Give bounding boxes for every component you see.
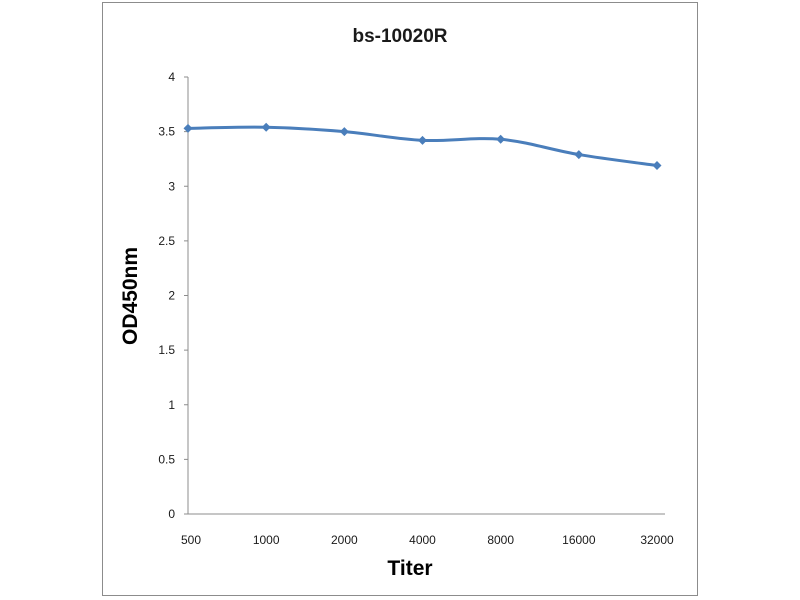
x-tick-label: 16000: [562, 533, 596, 547]
x-tick-labels: 500 1000 2000 4000 8000 16000 32000: [181, 533, 674, 547]
y-tick-label: 0: [168, 507, 175, 521]
y-tick-label: 3.5: [158, 125, 175, 139]
y-tick-label: 4: [168, 70, 175, 84]
chart-area: [102, 2, 698, 596]
data-point-marker: [574, 150, 584, 160]
data-point-marker: [652, 160, 662, 170]
axes: [187, 77, 665, 515]
x-tick-label: 1000: [253, 533, 280, 547]
y-tick-label: 1.5: [158, 343, 175, 357]
data-point-marker: [183, 123, 193, 133]
data-point-marker: [339, 127, 349, 137]
data-point-markers: [183, 122, 662, 170]
y-tick-labels: 0 0.5 1 1.5 2 2.5 3 3.5 4: [158, 70, 188, 521]
x-tick-label: 2000: [331, 533, 358, 547]
x-tick-label: 8000: [487, 533, 514, 547]
y-tick-label: 3: [168, 179, 175, 193]
series-line-layer: [186, 125, 659, 167]
y-tick-label: 2: [168, 289, 175, 303]
data-point-marker: [418, 135, 427, 145]
y-tick-label: 1: [168, 398, 175, 412]
y-axis-label: OD450nm: [119, 247, 142, 345]
chart-title: bs-10020R: [352, 26, 447, 47]
y-tick-label: 2.5: [158, 234, 175, 248]
x-axis-label: Titer: [387, 557, 432, 580]
x-tick-label: 500: [181, 533, 201, 547]
x-tick-label: 32000: [640, 533, 674, 547]
y-tick-label: 0.5: [158, 452, 175, 466]
data-point-marker: [496, 134, 506, 144]
data-point-marker: [261, 122, 271, 132]
series-line: [186, 125, 659, 167]
x-tick-label: 4000: [409, 533, 436, 547]
